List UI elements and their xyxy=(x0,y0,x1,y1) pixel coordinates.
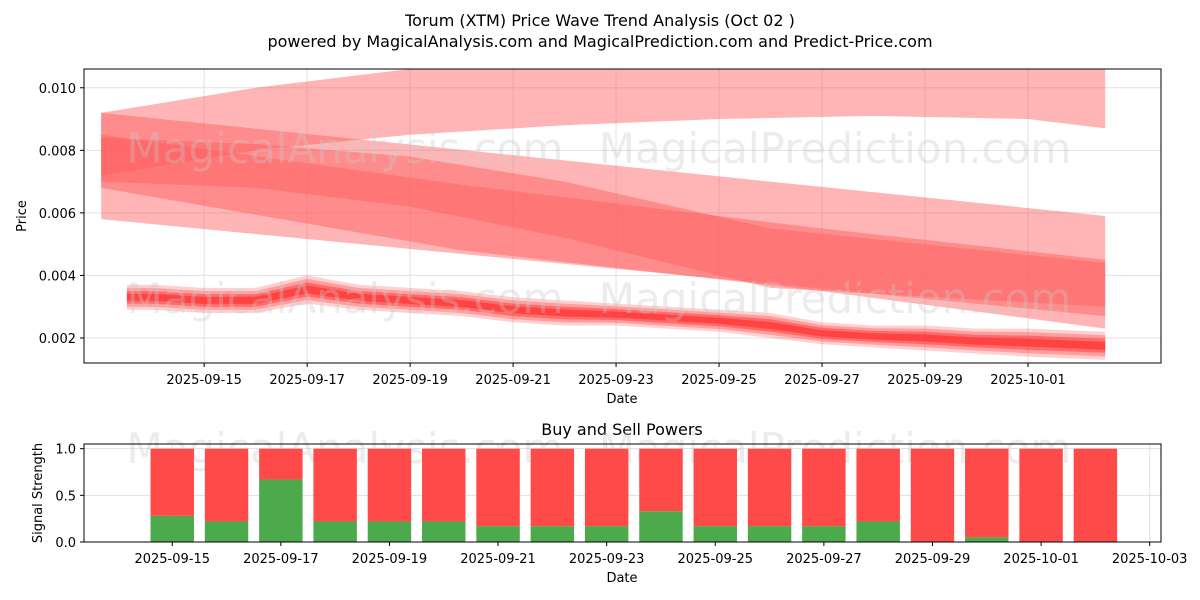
bottom-plot-frame xyxy=(83,443,1162,543)
bottom-x-tick-label: 2025-09-27 xyxy=(786,552,862,567)
sell-bar xyxy=(150,448,194,516)
sell-bar xyxy=(856,448,900,522)
buy-bar xyxy=(747,526,792,542)
bottom-y-tick-label: 0.5 xyxy=(55,489,76,504)
sell-bar xyxy=(1019,448,1063,542)
buy-sell-bars xyxy=(150,448,1118,542)
sell-bar xyxy=(367,448,412,522)
top-x-tick-label: 2025-09-27 xyxy=(784,373,860,388)
buy-bar xyxy=(584,526,629,542)
buy-bar xyxy=(856,521,900,542)
chart-title: Torum (XTM) Price Wave Trend Analysis (O… xyxy=(404,11,795,30)
top-x-tick-label: 2025-09-19 xyxy=(372,373,448,388)
top-y-tick-label: 0.002 xyxy=(39,332,76,347)
wave-band xyxy=(101,69,1106,176)
top-x-tick-label: 2025-09-17 xyxy=(269,373,345,388)
bottom-x-tick-label: 2025-09-29 xyxy=(895,552,971,567)
buy-bar xyxy=(204,521,249,542)
top-y-tick-label: 0.008 xyxy=(39,144,76,159)
buy-bar xyxy=(313,521,357,542)
bottom-y-tick-label: 0.0 xyxy=(55,536,76,551)
buy-bar xyxy=(693,526,737,542)
buy-sell-plot: Buy and Sell Powers MagicalAnalysis.com … xyxy=(31,420,1187,586)
top-y-axis-label: Price xyxy=(15,200,30,232)
top-x-tick-label: 2025-09-23 xyxy=(578,373,654,388)
price-band xyxy=(126,275,1106,360)
bottom-x-tick-label: 2025-09-15 xyxy=(134,552,210,567)
watermark-prediction: MagicalPrediction.com xyxy=(599,124,1072,173)
watermark-prediction: MagicalPrediction.com xyxy=(599,274,1072,323)
price-band-layer xyxy=(126,285,1106,350)
sell-bar xyxy=(639,448,683,512)
top-x-tick-label: 2025-09-29 xyxy=(887,373,963,388)
bottom-x-axis-label: Date xyxy=(606,571,637,586)
bottom-y-tick-label: 1.0 xyxy=(55,443,76,458)
buy-bar xyxy=(802,526,846,542)
bottom-x-tick-label: 2025-10-03 xyxy=(1112,552,1188,567)
bottom-chart-title: Buy and Sell Powers xyxy=(541,420,703,439)
sell-bar xyxy=(802,448,846,527)
buy-bar xyxy=(965,537,1009,542)
sell-bar xyxy=(422,448,466,522)
watermark-analysis: MagicalAnalysis.com xyxy=(127,274,564,323)
chart-subtitle: powered by MagicalAnalysis.com and Magic… xyxy=(267,32,932,51)
sell-bar xyxy=(476,448,520,527)
bottom-x-tick-label: 2025-09-21 xyxy=(460,552,536,567)
sell-bar xyxy=(313,448,357,522)
sell-bar xyxy=(1073,448,1118,542)
top-x-tick-label: 2025-09-25 xyxy=(681,373,757,388)
top-x-tick-label: 2025-10-01 xyxy=(990,373,1066,388)
buy-bar xyxy=(476,526,520,542)
top-x-tick-label: 2025-09-21 xyxy=(475,373,551,388)
buy-bar xyxy=(422,521,466,542)
top-x-axis: 2025-09-15 2025-09-17 2025-09-19 2025-09-21… xyxy=(166,363,1066,388)
sell-bar xyxy=(530,448,575,527)
top-plot-frame xyxy=(83,68,1162,364)
price-wave-plot: MagicalAnalysis.com MagicalPrediction.co… xyxy=(15,68,1162,407)
top-y-tick-label: 0.006 xyxy=(39,207,76,222)
bottom-x-axis: 2025-09-15 2025-09-17 2025-09-19 2025-09-21… xyxy=(134,542,1187,567)
top-x-tick-label: 2025-09-15 xyxy=(166,373,242,388)
wave-band xyxy=(101,134,1106,329)
watermark-analysis: MagicalAnalysis.com xyxy=(127,124,564,173)
buy-bar xyxy=(639,511,683,542)
top-x-axis-label: Date xyxy=(606,392,637,407)
sell-bar xyxy=(259,448,303,480)
wave-band xyxy=(101,137,1106,307)
buy-bar xyxy=(259,479,303,542)
buy-bar xyxy=(530,526,575,542)
sell-bar xyxy=(693,448,737,527)
bottom-x-tick-label: 2025-09-25 xyxy=(677,552,753,567)
wave-bands xyxy=(101,69,1106,329)
buy-bar xyxy=(367,521,412,542)
sell-bar xyxy=(910,448,955,542)
bottom-x-tick-label: 2025-09-23 xyxy=(569,552,645,567)
sell-bar xyxy=(584,448,629,527)
sell-bar xyxy=(965,448,1009,538)
sell-bar xyxy=(747,448,792,527)
bottom-x-tick-label: 2025-09-17 xyxy=(243,552,319,567)
top-y-axis: 0.002 0.004 0.006 0.008 0.010 xyxy=(39,82,84,347)
bottom-y-axis-label: Signal Strength xyxy=(31,443,46,543)
buy-bar xyxy=(150,515,194,542)
sell-bar xyxy=(204,448,249,522)
wave-band xyxy=(101,112,1106,317)
bottom-x-tick-label: 2025-10-01 xyxy=(1003,552,1079,567)
top-y-tick-label: 0.004 xyxy=(39,269,76,284)
bottom-x-tick-label: 2025-09-19 xyxy=(352,552,428,567)
bottom-y-axis: 0.0 0.5 1.0 xyxy=(55,443,84,551)
top-y-tick-label: 0.010 xyxy=(39,82,76,97)
